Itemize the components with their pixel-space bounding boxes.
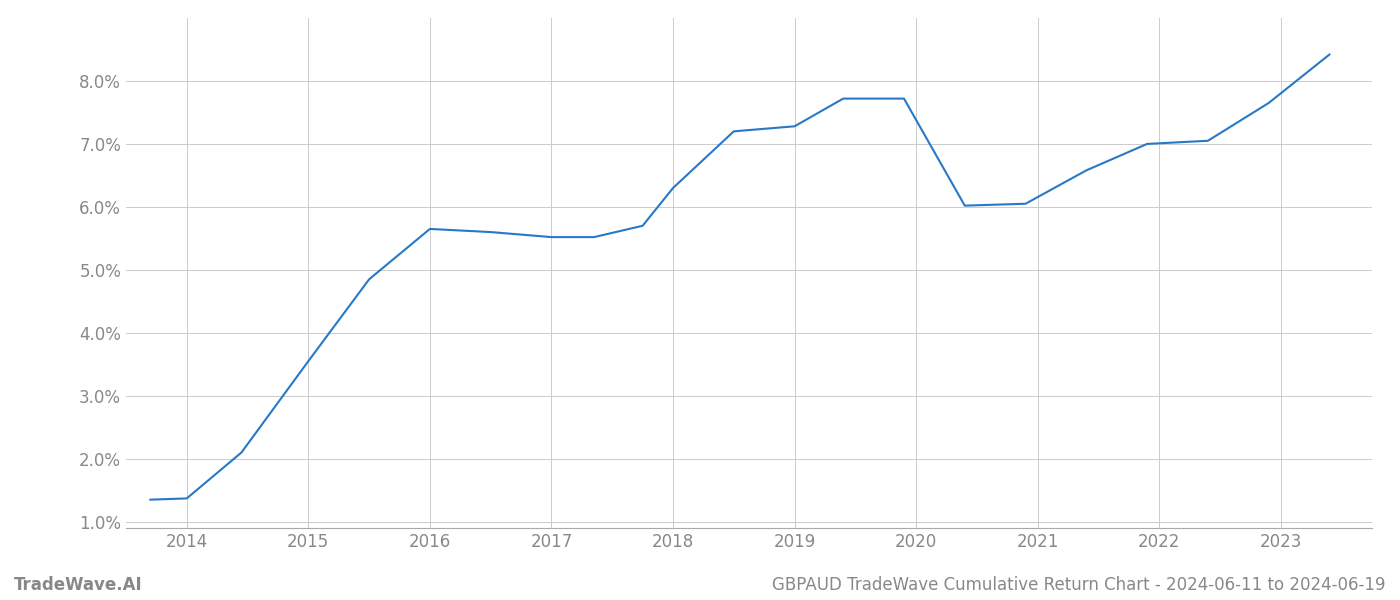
Text: GBPAUD TradeWave Cumulative Return Chart - 2024-06-11 to 2024-06-19: GBPAUD TradeWave Cumulative Return Chart… xyxy=(773,576,1386,594)
Text: TradeWave.AI: TradeWave.AI xyxy=(14,576,143,594)
